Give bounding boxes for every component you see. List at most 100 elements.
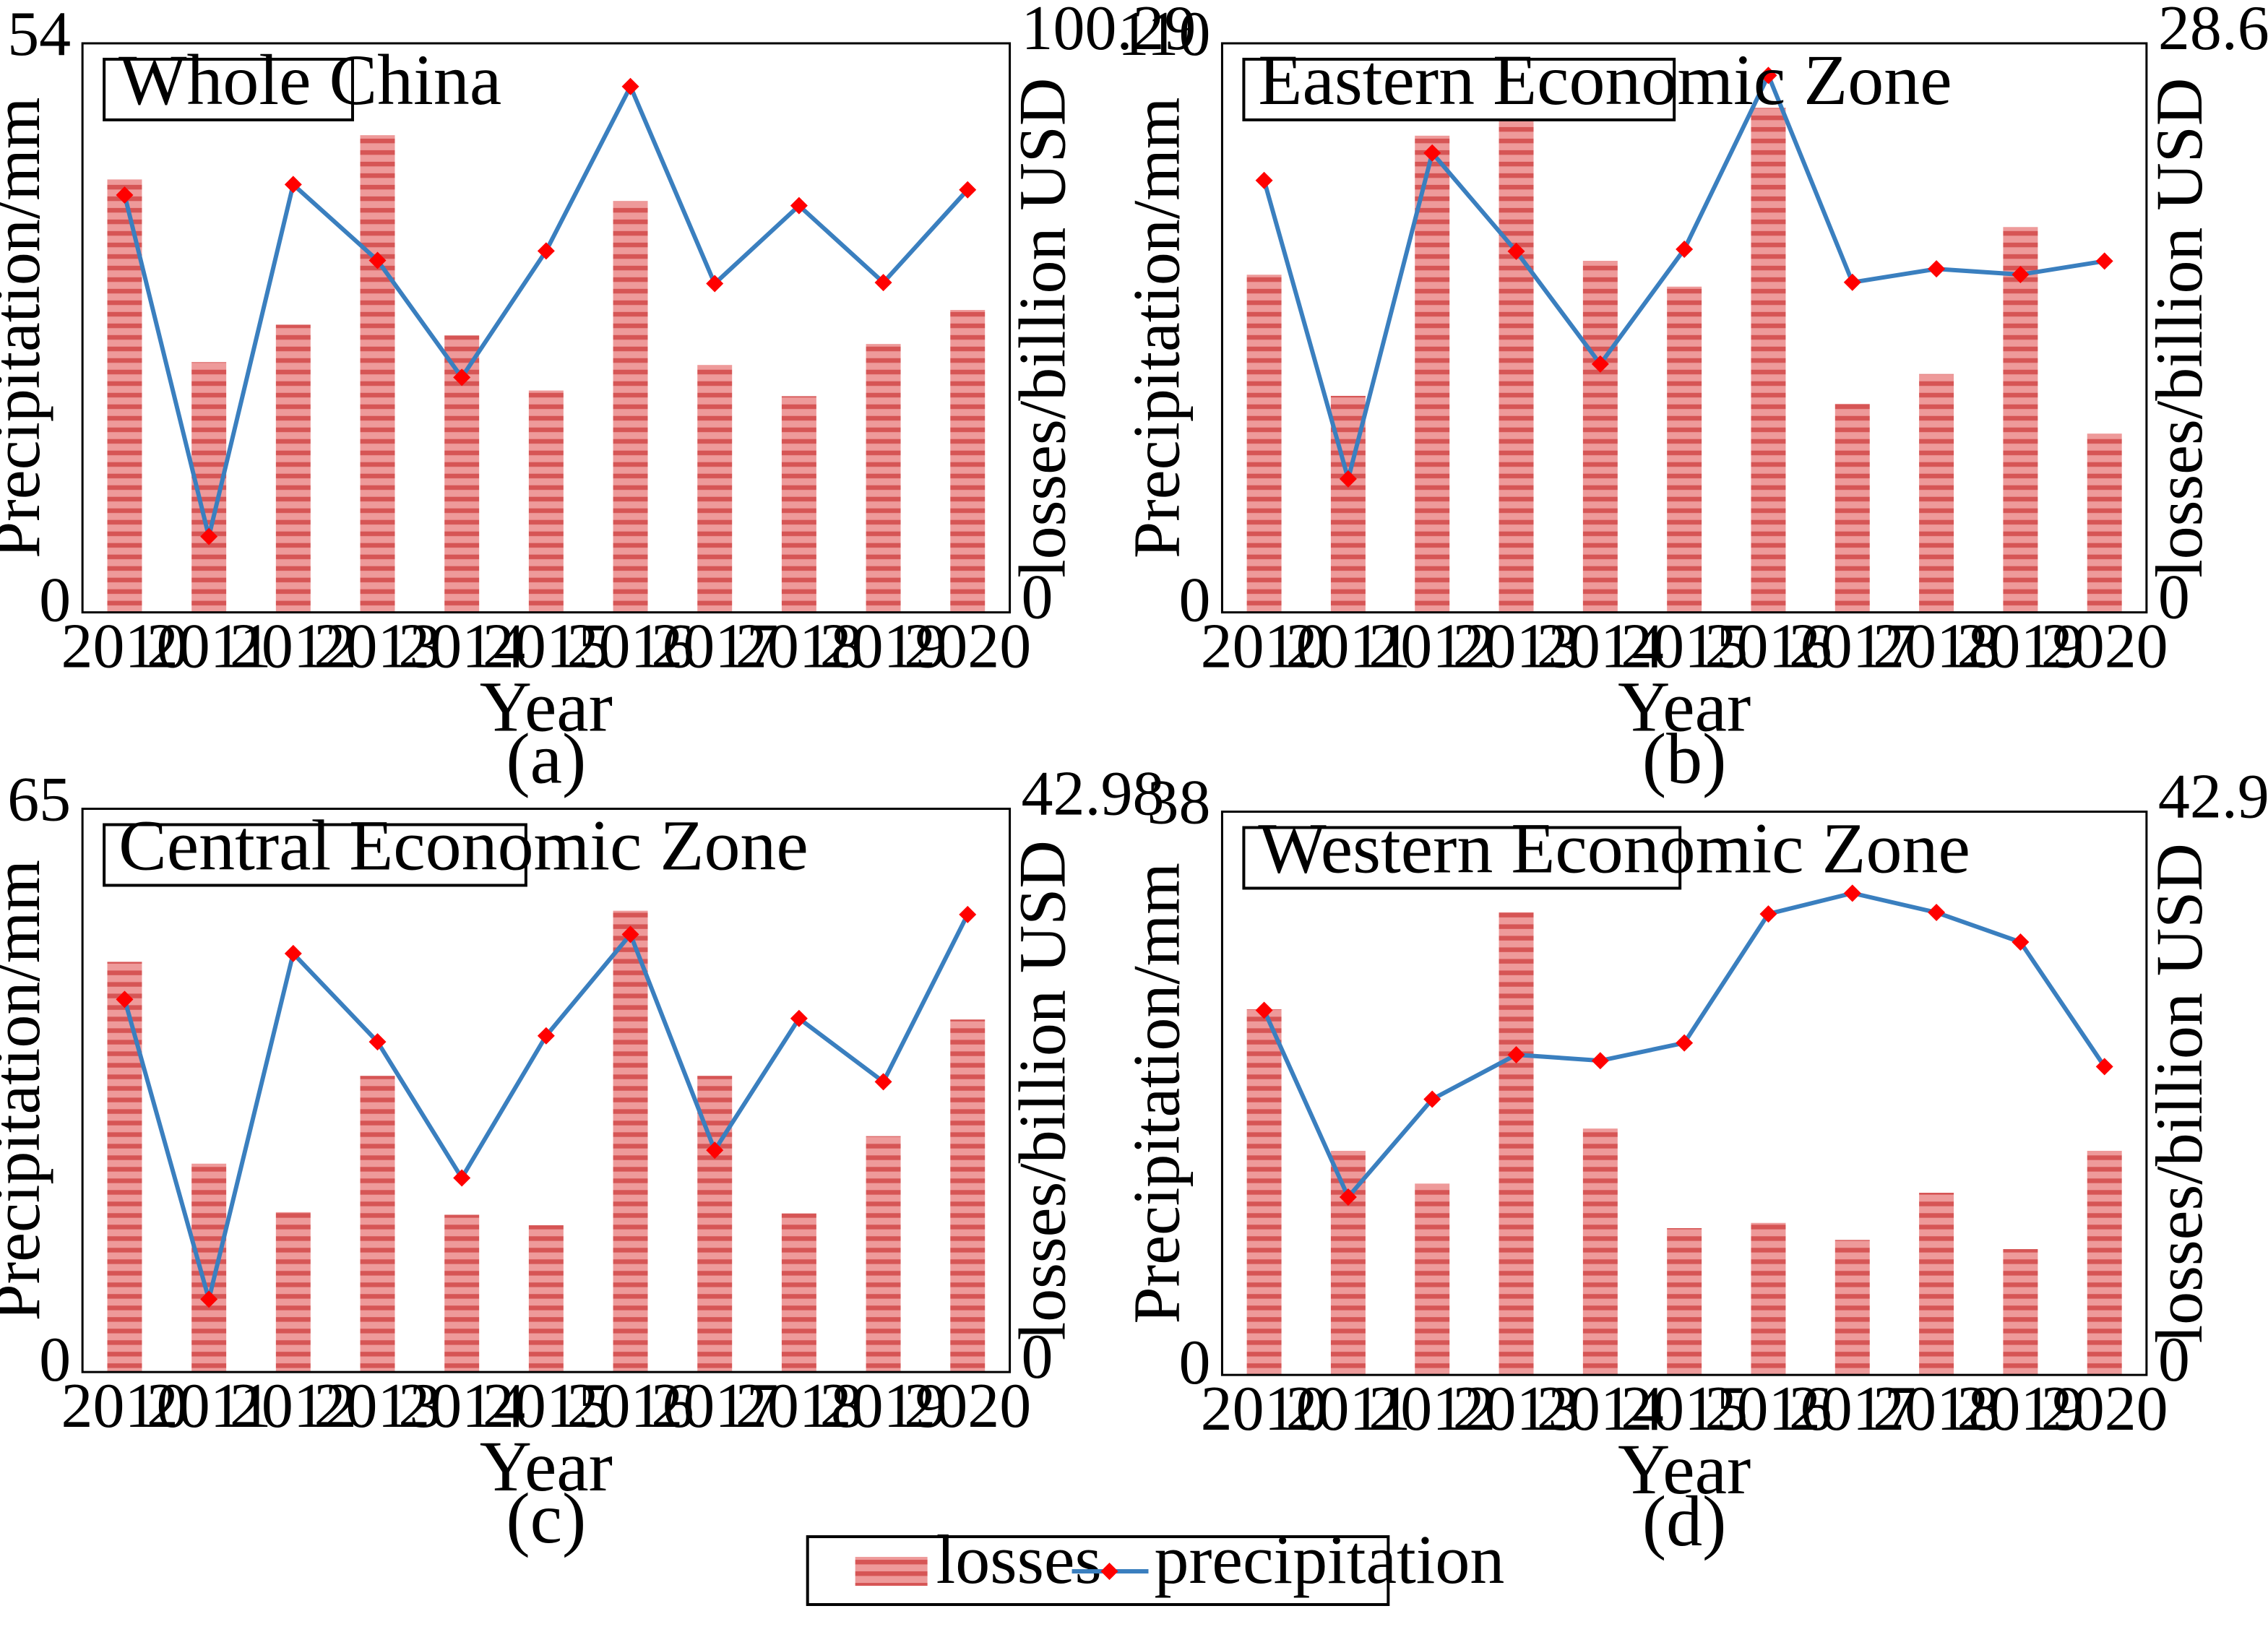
y-tick-label-top: 65: [7, 764, 71, 834]
x-tick-label: 2011: [147, 1371, 272, 1441]
x-tick-label: 2018: [1873, 1374, 2000, 1444]
precipitation-marker: [1255, 171, 1273, 189]
y-right-tick-label-top: 28.65: [2158, 0, 2268, 64]
x-tick-label: 2012: [230, 612, 357, 682]
y-right-tick-label-top: 42.98: [1022, 759, 1165, 829]
panel-3: 65042.9802010201120122013201420152016201…: [0, 759, 1164, 1559]
precipitation-marker: [200, 1290, 218, 1308]
x-tick-label: 2011: [1286, 612, 1411, 682]
loss-bar: [2087, 433, 2122, 613]
x-tick-label: 2010: [1201, 1374, 1328, 1444]
y-axis-label-right: losses/billion USD: [2142, 78, 2216, 578]
loss-bar: [613, 910, 648, 1373]
loss-bar: [1582, 1128, 1618, 1376]
y-right-tick-label-bottom: 0: [2158, 563, 2190, 633]
loss-bar: [1582, 261, 1618, 613]
precipitation-marker: [284, 176, 302, 194]
y-axis-label: Precipitation/mm: [0, 98, 53, 558]
loss-bar: [1834, 1240, 1870, 1376]
x-tick-label: 2016: [567, 612, 694, 682]
y-tick-label-bottom: 0: [1178, 566, 1210, 636]
x-tick-label: 2017: [651, 1371, 778, 1441]
x-tick-label: 2015: [483, 612, 610, 682]
x-tick-label: 2019: [820, 612, 947, 682]
x-tick-label: 2014: [1537, 612, 1664, 682]
x-tick-label: 2015: [483, 1371, 610, 1441]
precipitation-marker: [1759, 905, 1777, 923]
y-right-tick-label-bottom: 0: [1022, 563, 1053, 633]
loss-bar: [1919, 374, 1954, 613]
x-tick-label: 2013: [314, 612, 441, 682]
legend: losses precipitation: [806, 1521, 1504, 1607]
loss-bar: [360, 135, 395, 613]
loss-bar: [2003, 1249, 2038, 1376]
precipitation-marker: [1928, 904, 1946, 922]
precipitation-marker: [1591, 1052, 1609, 1070]
loss-bar: [528, 390, 564, 613]
x-tick-label: 2013: [1453, 612, 1580, 682]
y-axis-label-right: losses/billion USD: [2142, 843, 2216, 1343]
loss-bar: [2087, 1150, 2122, 1376]
y-right-tick-label-bottom: 0: [1022, 1322, 1053, 1392]
x-tick-label: 2018: [736, 1371, 863, 1441]
panel-caption: (c): [506, 1478, 586, 1558]
y-axis-label-right: losses/billion USD: [1006, 840, 1079, 1340]
y-tick-label-top: 110: [1118, 0, 1211, 69]
loss-bar: [1499, 102, 1534, 613]
loss-bar: [866, 344, 901, 613]
legend-label-precipitation: precipitation: [1154, 1521, 1504, 1598]
plot-frame: [81, 808, 1012, 1373]
loss-bar: [613, 201, 648, 613]
plot-frame: [1220, 42, 2148, 614]
x-tick-label: 2012: [1368, 612, 1496, 682]
loss-bar: [1751, 1222, 1786, 1376]
panel-title-box: [103, 57, 354, 121]
x-tick-label: 2020: [2041, 612, 2168, 682]
loss-bar: [275, 324, 311, 613]
x-tick-label: 2014: [398, 612, 525, 682]
y-axis-label: Precipitation/mm: [1119, 863, 1193, 1324]
loss-bar: [191, 1163, 227, 1373]
plot-frame: [81, 42, 1012, 614]
x-tick-label: 2012: [1368, 1374, 1496, 1444]
loss-bar: [1499, 912, 1534, 1376]
loss-bar: [1330, 1150, 1366, 1376]
x-axis-label: Year: [1618, 667, 1751, 747]
loss-bar: [2003, 227, 2038, 613]
legend-swatch-losses: [855, 1557, 928, 1586]
panel-caption: (a): [506, 719, 586, 799]
x-tick-label: 2015: [1621, 612, 1748, 682]
loss-bar: [360, 1076, 395, 1373]
precipitation-marker: [621, 77, 639, 95]
panel-title-box: [1242, 57, 1676, 121]
panel-title: Whole China: [118, 40, 501, 120]
y-axis-label: Precipitation/mm: [0, 860, 53, 1321]
precipitation-marker: [1843, 884, 1861, 902]
precipitation-marker: [200, 527, 218, 545]
x-axis-label: Year: [480, 667, 613, 747]
loss-bar: [1751, 108, 1786, 613]
precipitation-marker: [959, 905, 977, 923]
loss-bar: [275, 1212, 311, 1373]
y-tick-label-top: 38: [1147, 767, 1211, 837]
y-tick-label-bottom: 0: [39, 1325, 71, 1395]
y-right-tick-label-bottom: 0: [2158, 1325, 2190, 1395]
loss-bar: [697, 365, 733, 613]
y-tick-label-top: 54: [7, 0, 71, 69]
x-tick-label: 2014: [398, 1371, 525, 1441]
x-tick-label: 2019: [820, 1371, 947, 1441]
x-tick-label: 2016: [567, 1371, 694, 1441]
x-tick-label: 2012: [230, 1371, 357, 1441]
x-tick-label: 2018: [1873, 612, 2000, 682]
x-tick-label: 2010: [61, 1371, 189, 1441]
loss-bar: [107, 962, 142, 1373]
precipitation-marker: [368, 251, 387, 269]
x-tick-label: 2019: [1957, 612, 2084, 682]
panel-2: 110028.650201020112012201320142015201620…: [1118, 0, 2268, 799]
x-tick-label: 2016: [1705, 612, 1832, 682]
precipitation-marker: [1928, 260, 1946, 278]
loss-bar: [1667, 1227, 1702, 1376]
loss-bar: [1667, 286, 1702, 613]
x-tick-label: 2015: [1621, 1374, 1748, 1444]
